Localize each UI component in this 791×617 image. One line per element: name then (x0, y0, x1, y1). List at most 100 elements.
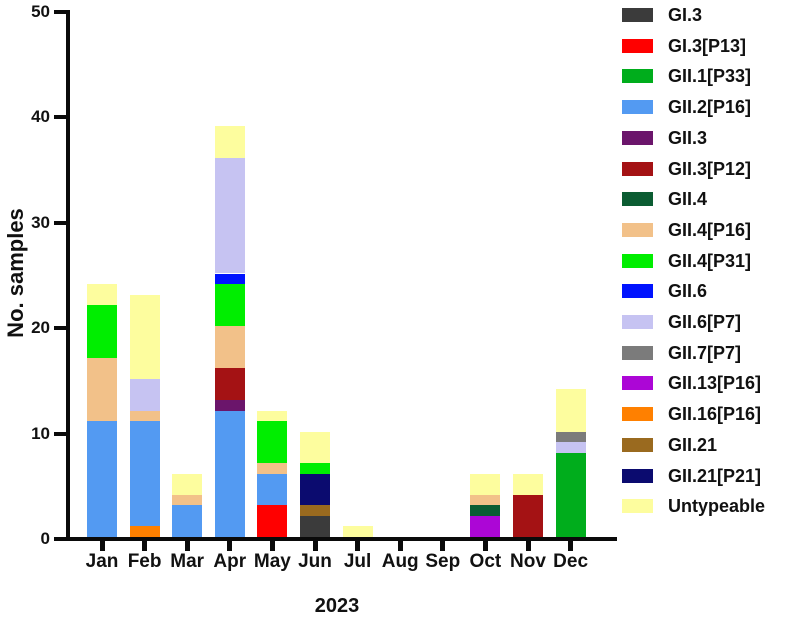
x-axis-line (66, 537, 617, 541)
bar-segment (470, 515, 501, 537)
x-axis-title: 2023 (314, 595, 360, 617)
legend-label: GII.16[P16] (668, 404, 762, 425)
month-label: Feb (127, 551, 162, 572)
y-axis-line (66, 10, 70, 541)
x-tick (312, 541, 318, 551)
legend-swatch (622, 345, 653, 360)
bar-segment (87, 305, 117, 358)
x-tick (568, 541, 574, 551)
bar-segment (87, 284, 117, 306)
month-label: Jul (343, 551, 372, 572)
bar-segment (513, 494, 543, 537)
y-tick-label: 10 (31, 423, 50, 443)
x-tick (355, 541, 361, 551)
legend-label: GII.1[P33] (668, 66, 752, 87)
legend-swatch (622, 192, 653, 207)
legend-swatch (622, 407, 653, 422)
legend-swatch (622, 468, 653, 483)
bar-segment (87, 421, 117, 537)
x-tick (525, 541, 531, 551)
y-tick-label: 30 (31, 212, 50, 232)
bar-segment (555, 389, 586, 432)
bar-segment (257, 505, 288, 537)
bar-segment (172, 494, 203, 506)
x-tick (397, 541, 403, 551)
bar-segment (300, 515, 330, 537)
x-tick (482, 541, 488, 551)
bar-segment (513, 473, 543, 495)
y-tick-label: 50 (31, 2, 50, 21)
y-tick-label: 20 (31, 318, 50, 338)
bar-segment (470, 473, 501, 495)
legend-label: GI.3[P13] (668, 35, 747, 56)
bar-segment (300, 473, 330, 506)
month-label: May (253, 551, 291, 572)
legend-label: GII.21 (668, 434, 718, 455)
y-tick-label: 40 (31, 107, 50, 127)
x-tick (99, 541, 105, 551)
legend-label: GII.6[P7] (668, 312, 742, 332)
bar-segment (470, 505, 501, 516)
bar-segment (172, 505, 203, 537)
bar-segment (257, 410, 288, 422)
month-label: Oct (469, 551, 502, 572)
legend-swatch (622, 253, 653, 268)
legend-label: GII.21[P21] (668, 465, 762, 486)
bar-segment (129, 378, 160, 411)
y-tick (54, 10, 66, 14)
y-tick-label: 0 (40, 529, 50, 548)
x-tick (269, 541, 275, 551)
month-label: Aug (381, 551, 419, 572)
bar-segment (129, 410, 160, 422)
bar-segment (214, 284, 245, 327)
month-label: Mar (170, 551, 205, 572)
bar-segment (555, 442, 586, 453)
legend-swatch (622, 8, 653, 22)
legend-swatch (622, 376, 653, 391)
legend-label: GII.6 (668, 281, 708, 302)
legend-label: GII.2[P16] (668, 97, 752, 118)
x-tick (142, 541, 148, 551)
legend-label: GII.4[P16] (668, 219, 752, 240)
legend-label: GII.4[P31] (668, 250, 752, 271)
bar-segment (300, 431, 330, 464)
legend-label: GII.7[P7] (668, 342, 742, 363)
y-tick (54, 220, 66, 225)
legend-swatch (622, 284, 653, 299)
bar-segment (214, 273, 245, 285)
legend-swatch (622, 315, 653, 329)
bar-segment (555, 452, 586, 537)
bar-segment (172, 473, 203, 495)
bar-segment (214, 326, 245, 369)
bar-segment (257, 463, 288, 474)
bar-segment (214, 399, 245, 411)
y-tick (54, 537, 66, 541)
month-label: Jun (298, 551, 332, 572)
bar-segment (129, 421, 160, 527)
bar-segment (129, 526, 160, 537)
legend-swatch (622, 437, 653, 452)
legend-label: GII.13[P16] (668, 373, 762, 394)
y-tick (54, 326, 66, 331)
month-label: Dec (553, 551, 589, 572)
month-label: Jan (85, 551, 119, 572)
legend-swatch (622, 222, 653, 237)
bar-segment (342, 526, 373, 537)
legend-swatch (622, 161, 653, 176)
x-tick (227, 541, 233, 551)
y-tick (54, 115, 66, 120)
legend-label: GII.3[P12] (668, 158, 752, 179)
legend-label: Untypeable (668, 496, 766, 517)
legend-swatch (622, 69, 653, 84)
legend-swatch (622, 100, 653, 115)
bar-segment (214, 410, 245, 537)
legend-swatch (622, 499, 653, 514)
x-tick (184, 541, 190, 551)
bar-segment (300, 505, 330, 516)
month-label: Nov (510, 551, 546, 572)
bar-segment (555, 431, 586, 443)
bar-segment (257, 421, 288, 464)
y-tick (54, 431, 66, 436)
bar-segment (214, 125, 245, 158)
